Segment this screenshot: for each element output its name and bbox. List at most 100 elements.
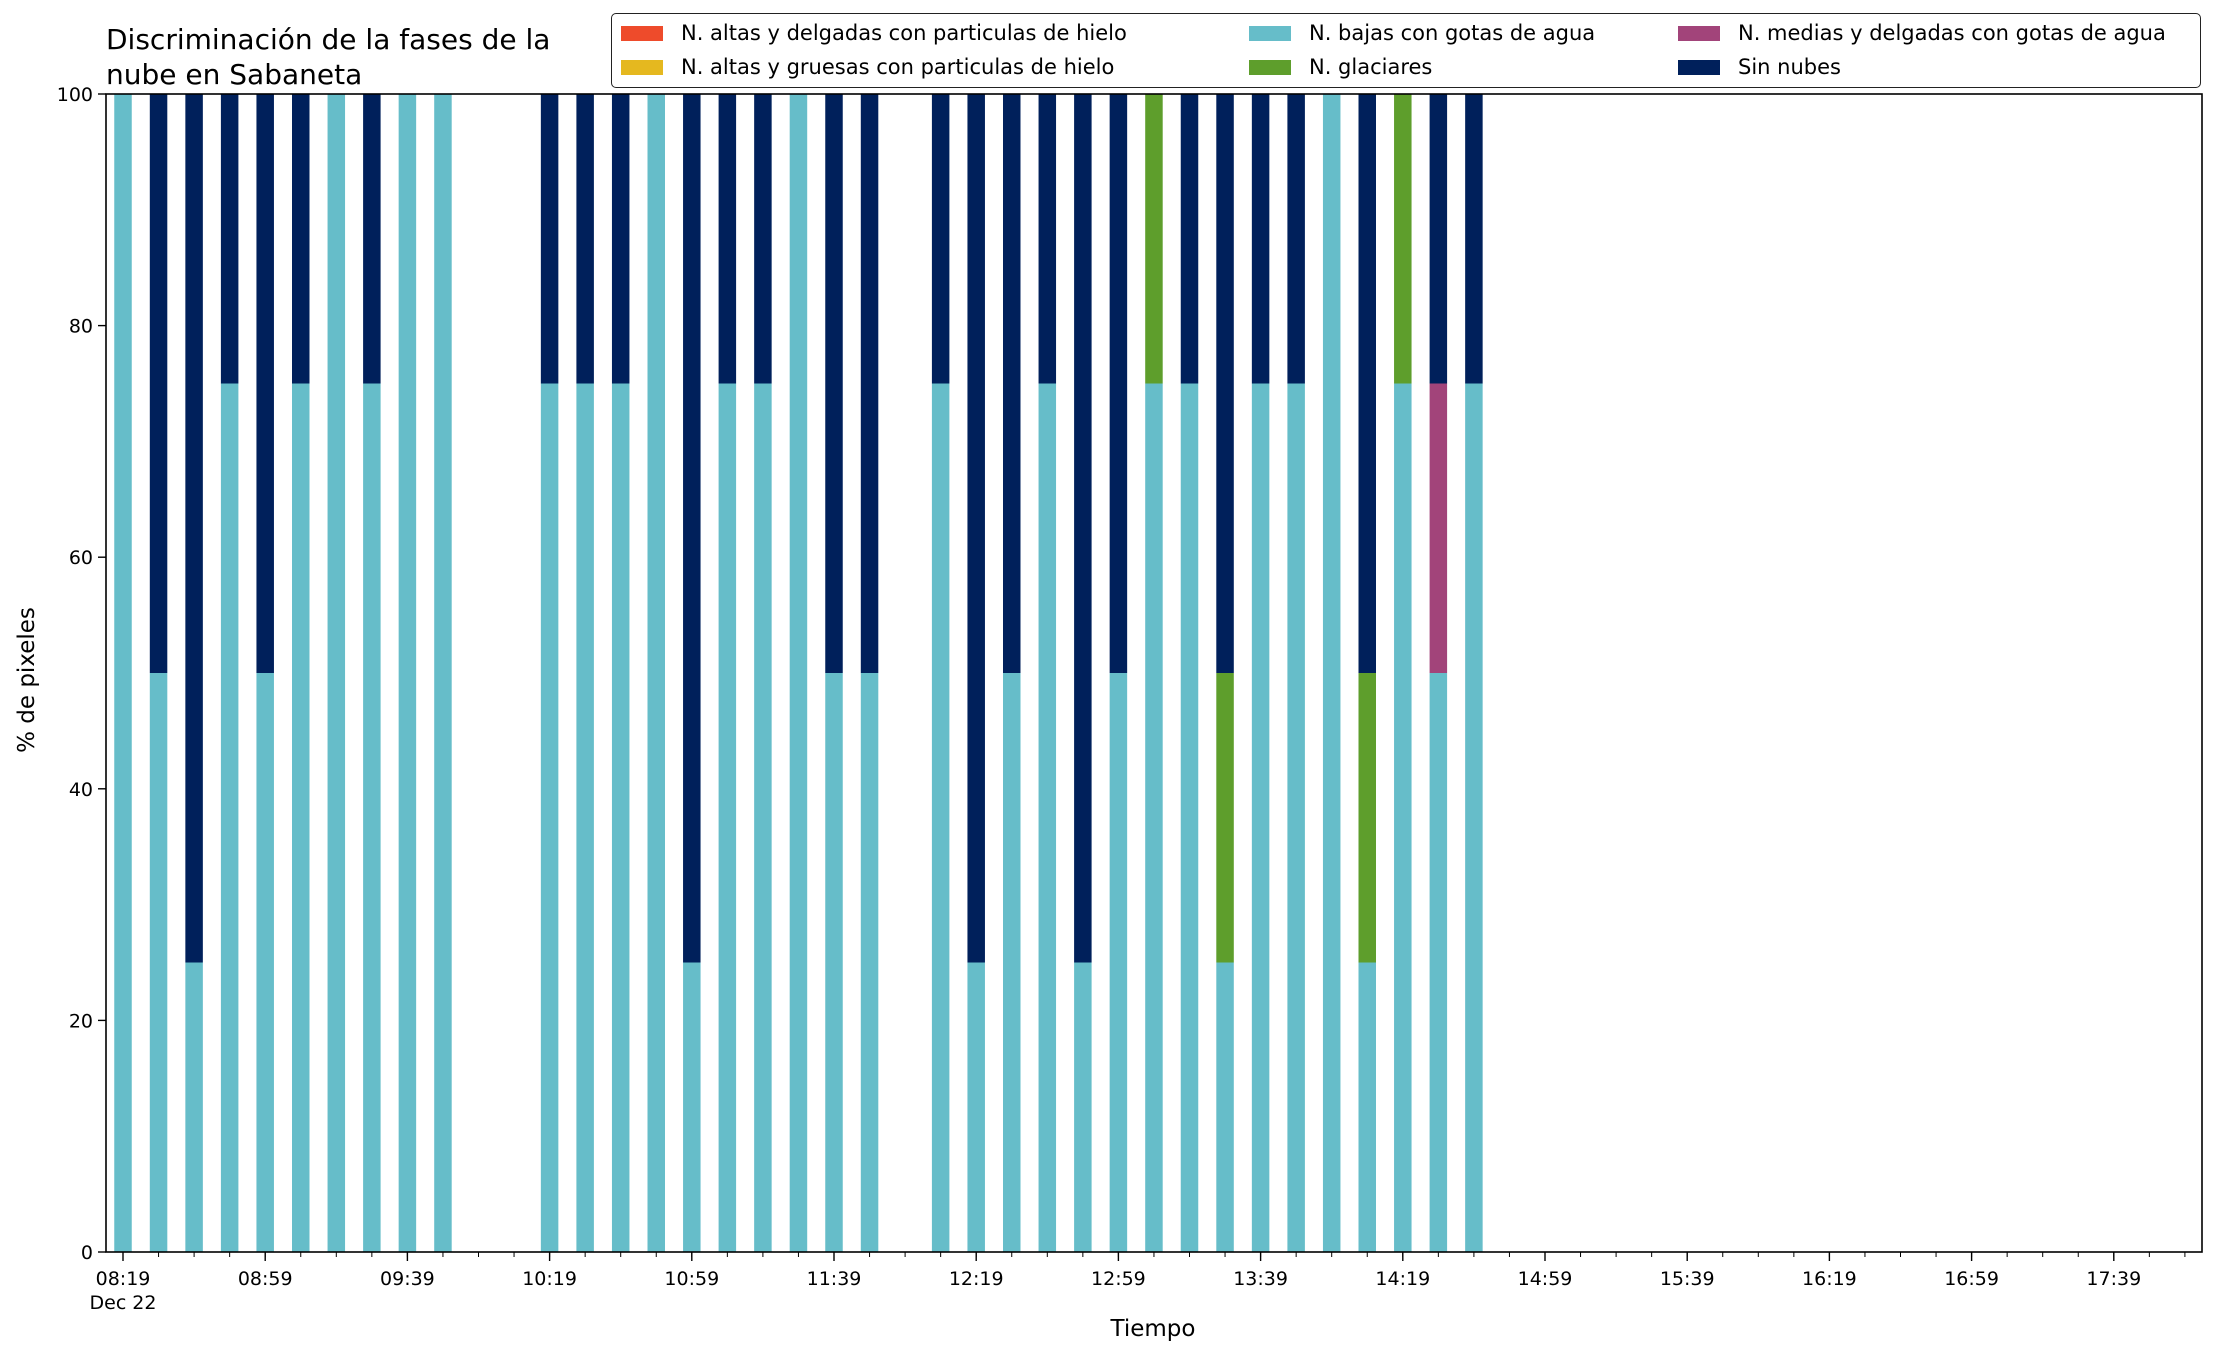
- bar-segment: [363, 383, 381, 1252]
- x-tick-label: 09:39: [380, 1268, 435, 1290]
- x-tick-label: 16:19: [1802, 1268, 1857, 1290]
- bar-segment: [1465, 383, 1483, 1252]
- bar-segment: [1287, 383, 1305, 1252]
- x-axis-label: Tiempo: [1110, 1316, 1196, 1342]
- bar-segment: [1145, 383, 1163, 1252]
- legend-item: N. glaciares: [1249, 52, 1432, 82]
- bar-segment: [1429, 673, 1448, 1252]
- legend-label: N. altas y delgadas con particulas de hi…: [681, 21, 1127, 45]
- bar-segment: [256, 673, 274, 1252]
- bar-segment: [1251, 94, 1270, 384]
- x-tick-label: 13:39: [1233, 1268, 1288, 1290]
- bar-segment: [1180, 94, 1199, 384]
- legend-item: N. medias y delgadas con gotas de agua: [1678, 18, 2166, 48]
- bar-segment: [1287, 94, 1305, 384]
- bar-segment: [825, 673, 843, 1252]
- bar-segment: [1074, 94, 1092, 963]
- bar-segment: [683, 94, 701, 963]
- legend-label: N. glaciares: [1309, 55, 1433, 79]
- x-tick-label: 11:39: [807, 1268, 862, 1290]
- bar-segment: [1109, 673, 1128, 1252]
- bar-segment: [1074, 962, 1092, 1252]
- bar-segment: [754, 383, 772, 1252]
- bar-segment: [1109, 94, 1128, 673]
- bar-segment: [611, 94, 630, 384]
- y-tick-label: 40: [69, 779, 93, 801]
- bars-layer: [114, 94, 1483, 1252]
- legend-item: N. altas y gruesas con particulas de hie…: [621, 52, 1114, 82]
- bar-segment: [754, 94, 772, 384]
- legend-swatch: [1249, 59, 1291, 75]
- bar-segment: [1429, 94, 1448, 384]
- bar-segment: [292, 94, 310, 384]
- bar-segment: [576, 94, 594, 384]
- bar-segment: [1038, 383, 1057, 1252]
- bar-segment: [967, 962, 985, 1252]
- bar-segment: [1216, 673, 1234, 963]
- x-tick-label: 16:59: [1944, 1268, 1999, 1290]
- bar-segment: [292, 383, 310, 1252]
- bar-segment: [611, 383, 630, 1252]
- bar-segment: [931, 383, 950, 1252]
- legend-item: N. altas y delgadas con particulas de hi…: [621, 18, 1127, 48]
- bar-segment: [220, 383, 239, 1252]
- legend-swatch: [1678, 59, 1720, 75]
- x-tick-label: 12:59: [1091, 1268, 1146, 1290]
- legend: N. altas y delgadas con particulas de hi…: [611, 13, 2201, 88]
- bar-segment: [647, 94, 665, 1252]
- bar-segment: [1003, 94, 1021, 673]
- y-tick-label: 20: [69, 1010, 93, 1032]
- bar-segment: [434, 94, 452, 1252]
- x-tick-label: 10:59: [664, 1268, 719, 1290]
- bar-segment: [1003, 673, 1021, 1252]
- y-tick-label: 0: [81, 1242, 93, 1264]
- legend-label: Sin nubes: [1738, 55, 1841, 79]
- bar-segment: [1394, 383, 1412, 1252]
- bar-segment: [1322, 94, 1341, 1252]
- bar-segment: [1216, 962, 1234, 1252]
- bar-segment: [540, 383, 559, 1252]
- legend-item: Sin nubes: [1678, 52, 1841, 82]
- legend-swatch: [621, 59, 663, 75]
- y-axis: 0 20 40 60 80 100: [57, 84, 106, 1264]
- y-tick-label: 60: [69, 547, 93, 569]
- x-tick-label: 08:59: [238, 1268, 293, 1290]
- x-tick-label: 17:39: [2086, 1268, 2141, 1290]
- chart-title: Discriminación de la fases de la nube en…: [106, 23, 551, 91]
- legend-swatch: [1678, 25, 1720, 41]
- x-tick-label: 12:19: [949, 1268, 1004, 1290]
- bar-segment: [1429, 383, 1448, 673]
- bar-segment: [256, 94, 274, 673]
- legend-item: N. bajas con gotas de agua: [1249, 18, 1595, 48]
- y-tick-label: 80: [69, 316, 93, 338]
- bar-segment: [1216, 94, 1234, 673]
- bar-segment: [718, 383, 737, 1252]
- bar-segment: [1358, 673, 1376, 963]
- bar-segment: [931, 94, 950, 384]
- bar-segment: [1358, 962, 1376, 1252]
- x-tick-label: 14:59: [1518, 1268, 1573, 1290]
- bar-segment: [576, 383, 594, 1252]
- bar-segment: [1465, 94, 1483, 384]
- bar-segment: [327, 94, 346, 1252]
- bar-segment: [825, 94, 843, 673]
- bar-segment: [860, 673, 879, 1252]
- x-tick-label: 14:19: [1375, 1268, 1430, 1290]
- bar-segment: [540, 94, 559, 384]
- bar-segment: [114, 94, 132, 1252]
- bar-segment: [1038, 94, 1057, 384]
- y-tick-label: 100: [57, 84, 93, 106]
- bar-segment: [1145, 94, 1163, 384]
- bar-segment: [1394, 94, 1412, 384]
- bar-segment: [789, 94, 808, 1252]
- bar-segment: [967, 94, 985, 963]
- bar-segment: [1358, 94, 1376, 673]
- x-tick-label: 08:19: [96, 1268, 151, 1290]
- y-axis-label: % de pixeles: [14, 607, 40, 753]
- bar-segment: [683, 962, 701, 1252]
- legend-label: N. medias y delgadas con gotas de agua: [1738, 21, 2166, 45]
- legend-swatch: [1249, 25, 1291, 41]
- bar-segment: [185, 962, 203, 1252]
